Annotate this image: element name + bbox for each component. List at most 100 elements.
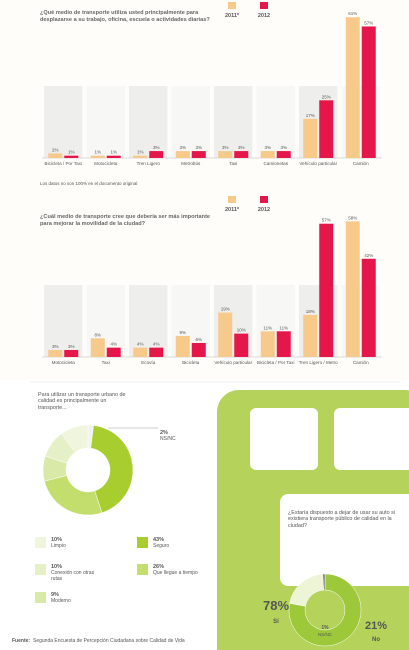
value-label: 1% [68, 150, 75, 155]
bar [345, 17, 360, 158]
column-band [129, 86, 168, 158]
bar [345, 221, 360, 357]
x-tick-label-box: Taxi [229, 161, 237, 166]
legend-label: 2012 [258, 207, 270, 213]
value-label: 9% [179, 330, 186, 335]
legend-label: Que llegue a tiempo [153, 570, 198, 576]
legend-label: 2012 [258, 13, 270, 19]
column-band [256, 86, 295, 158]
value-label: 58% [348, 215, 357, 220]
legend-swatch [260, 196, 268, 203]
bus-window [334, 408, 409, 470]
legend-swatch [137, 564, 148, 575]
x-tick-label: Motocicleta [94, 161, 118, 166]
donut-segment [44, 475, 103, 516]
chart-title: ¿Cuál medio de transporte cree que deber… [40, 214, 211, 227]
bar [191, 151, 206, 158]
source: Segunda Encuesta de Percepción Ciudadana… [33, 638, 185, 644]
x-tick-label: Bicicleta / Por Taxi [44, 161, 82, 166]
column-band [86, 86, 125, 158]
chart-title-box: ¿Cuál medio de transporte cree que deber… [40, 214, 211, 227]
bar [149, 151, 164, 158]
value-label: 26% [153, 564, 164, 570]
legend-label-box: Conexión con otras rutas [51, 570, 94, 582]
x-tick-label-box: Camión [352, 360, 369, 365]
value-label: 11% [263, 325, 272, 330]
bar [48, 153, 63, 158]
legend-swatch [35, 564, 46, 575]
x-tick-label: Camión [352, 360, 369, 365]
x-tick-label: Motocicleta [51, 360, 75, 365]
donut-segment [61, 424, 89, 453]
legend-label-box: Moderno [51, 598, 71, 604]
bar [234, 333, 249, 357]
value-label: 4% [110, 342, 117, 347]
x-tick-label: Vehículo particular [214, 360, 253, 365]
column-band [214, 86, 253, 158]
value-label: 57% [364, 20, 373, 25]
chart-title-box: ¿Qué medio de transporte utiliza usted p… [40, 10, 210, 23]
value-label: 2% [160, 430, 168, 436]
value-label: 10% [51, 537, 62, 543]
x-tick-label: Vehículo particular [299, 161, 338, 166]
legend-label: Moderno [51, 598, 71, 604]
bar [133, 347, 148, 357]
chart-title-box: ¿Estaría dispuesto a dejar de usar su au… [288, 510, 395, 529]
x-tick-label-box: Bicicleta / Por Taxi [257, 360, 295, 365]
bar [260, 331, 275, 357]
legend-swatch [228, 2, 236, 9]
value-label: 8% [94, 332, 101, 337]
value-label: 4% [153, 342, 160, 347]
bar [218, 312, 233, 357]
x-tick-label-box: Taxi [102, 360, 110, 365]
footnote: Los datos no son 100% en el documento or… [40, 181, 137, 186]
bar [303, 314, 318, 357]
legend-swatch [35, 537, 46, 548]
bar [361, 258, 376, 357]
value-label: 1% [321, 625, 329, 631]
value-label: 57% [322, 218, 331, 223]
bar [106, 155, 121, 158]
legend-swatch [35, 592, 46, 603]
value-label: 9% [51, 592, 59, 598]
x-tick-label: Bicicleta / Por Taxi [257, 360, 295, 365]
value-label: 6% [195, 337, 202, 342]
value-label: 1% [110, 150, 117, 155]
category-label: Sí [273, 619, 279, 625]
bar [319, 223, 334, 357]
value-label: 3% [68, 344, 75, 349]
value-label: 42% [364, 253, 373, 258]
legend-label-box: Seguro [153, 543, 169, 549]
column-band [129, 285, 168, 357]
value-label: 3% [179, 145, 186, 150]
legend-swatch [137, 537, 148, 548]
x-tick-label-box: Camionetas [263, 161, 288, 166]
x-tick-label-box: Vehículo particular [299, 161, 338, 166]
bar [361, 26, 376, 159]
x-tick-label: Ecovía [141, 360, 156, 365]
value-label: 19% [221, 307, 230, 312]
chart-title-box: Para utilizar un transporte urbano de ca… [38, 392, 126, 411]
x-tick-label-box: Motocicleta [94, 161, 118, 166]
bus-window [250, 408, 318, 470]
bar [234, 151, 249, 158]
bar [175, 335, 190, 357]
bar [48, 349, 63, 357]
legend-label: Limpio [51, 543, 66, 549]
x-tick-label-box: Motocicleta [51, 360, 75, 365]
value-label: 4% [137, 342, 144, 347]
x-tick-label: Camión [352, 161, 369, 166]
value-label: 3% [195, 145, 202, 150]
category-label: No [372, 637, 380, 643]
x-tick-label: Metrobús [181, 161, 201, 166]
x-tick-label: Bicicleta [182, 360, 200, 365]
value-label: 3% [222, 145, 229, 150]
legend-swatch [228, 196, 236, 203]
bar [276, 151, 291, 158]
donut-segment [322, 573, 326, 591]
value-label: 3% [52, 344, 59, 349]
bar [319, 100, 334, 158]
x-tick-label-box: Vehículo particular [214, 360, 253, 365]
legend-label-box: Que llegue a tiempo [153, 570, 198, 576]
